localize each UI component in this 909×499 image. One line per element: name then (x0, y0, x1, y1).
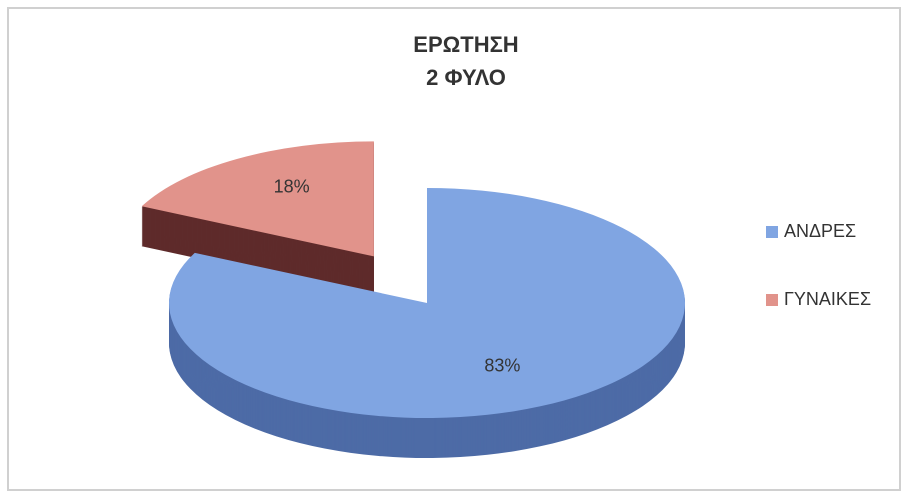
chart-title: 2 ΦΥΛΟ (426, 65, 506, 90)
legend-label: ΑΝΔΡΕΣ (784, 221, 856, 241)
data-label: 18% (274, 177, 310, 197)
legend-swatch (766, 294, 778, 306)
chart-title: ΕΡΩΤΗΣΗ (413, 32, 518, 57)
legend-label: ΓΥΝΑΙΚΕΣ (784, 289, 871, 309)
legend-swatch (766, 226, 778, 238)
data-label: 83% (484, 355, 520, 375)
slice (168, 188, 686, 418)
slice (141, 141, 374, 257)
